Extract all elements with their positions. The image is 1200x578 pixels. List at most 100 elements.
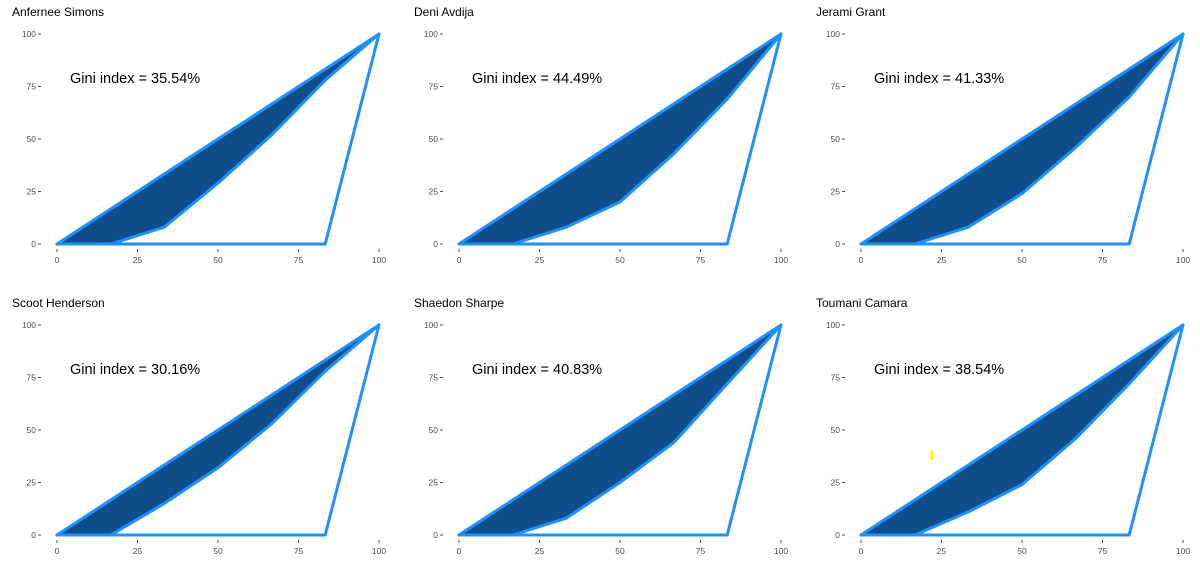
lorenz-panel: Jerami Grant 0 25 50 75 100 0 25 50 75 100 Gini ind…	[804, 0, 1200, 287]
y-tick-label: 75	[831, 373, 841, 383]
lorenz-chart: Scoot Henderson 0 25 50 75 100 0 25 50 75 100 Gini …	[12, 296, 386, 556]
x-tick-label: 25	[535, 255, 545, 265]
lorenz-chart: Shaedon Sharpe 0 25 50 75 100 0 25 50 75 100 Gini i…	[414, 296, 788, 556]
x-tick-label: 25	[133, 255, 143, 265]
chart-title: Jerami Grant	[816, 5, 886, 19]
y-tick-label: 50	[27, 134, 37, 144]
chart-title: Toumani Camara	[816, 296, 908, 310]
y-tick-label: 50	[429, 425, 439, 435]
equality-line	[55, 32, 381, 246]
x-tick-label: 25	[937, 546, 947, 556]
x-tick-label: 25	[133, 546, 143, 556]
equality-line	[55, 323, 381, 537]
y-tick-label: 0	[835, 239, 840, 249]
lorenz-panel: Scoot Henderson 0 25 50 75 100 0 25 50 75 100 Gini …	[0, 291, 400, 578]
perfect-inequality-line	[55, 323, 381, 537]
lorenz-curve-line	[55, 32, 381, 246]
lorenz-curve-line	[859, 323, 1185, 537]
y-tick-label: 100	[424, 320, 438, 330]
y-tick-label: 75	[27, 82, 37, 92]
y-tick-label: 25	[831, 478, 841, 488]
x-tick-label: 0	[55, 546, 60, 556]
x-tick-label: 100	[774, 546, 788, 556]
x-tick-label: 75	[1098, 255, 1108, 265]
perfect-inequality-line	[457, 323, 783, 537]
lorenz-curve-line	[55, 323, 381, 537]
y-tick-label: 25	[27, 187, 37, 197]
x-tick-label: 100	[1176, 255, 1190, 265]
x-tick-label: 75	[696, 546, 706, 556]
lorenz-panel: Anfernee Simons 0 25 50 75 100 0 25 50 75 100 Gini …	[0, 0, 400, 287]
x-tick-label: 50	[213, 255, 223, 265]
x-tick-label: 100	[774, 255, 788, 265]
y-tick-label: 50	[831, 425, 841, 435]
chart-title: Anfernee Simons	[12, 5, 104, 19]
y-tick-label: 0	[31, 530, 36, 540]
gini-annotation: Gini index = 40.83%	[472, 362, 602, 378]
lorenz-panel: Shaedon Sharpe 0 25 50 75 100 0 25 50 75 100 Gini i…	[402, 291, 802, 578]
x-tick-label: 0	[859, 255, 864, 265]
gini-annotation: Gini index = 35.54%	[70, 71, 200, 87]
y-tick-label: 0	[433, 239, 438, 249]
y-tick-label: 25	[831, 187, 841, 197]
y-tick-label: 0	[433, 530, 438, 540]
x-tick-label: 50	[1017, 255, 1027, 265]
chart-title: Scoot Henderson	[12, 296, 105, 310]
y-tick-label: 25	[429, 478, 439, 488]
y-tick-label: 75	[831, 82, 841, 92]
x-tick-label: 75	[1098, 546, 1108, 556]
lorenz-curve-line	[457, 323, 783, 537]
marker-point	[930, 450, 934, 461]
y-tick-label: 100	[22, 29, 36, 39]
gini-annotation: Gini index = 38.54%	[874, 362, 1004, 378]
y-tick-label: 50	[429, 134, 439, 144]
equality-line	[457, 32, 783, 246]
y-tick-label: 100	[424, 29, 438, 39]
equality-line	[859, 323, 1185, 537]
y-tick-label: 100	[826, 320, 840, 330]
lorenz-curve-line	[457, 32, 783, 246]
equality-line	[859, 32, 1185, 246]
perfect-inequality-line	[859, 32, 1185, 246]
y-tick-label: 100	[826, 29, 840, 39]
perfect-inequality-line	[457, 32, 783, 246]
lorenz-curve-line	[859, 32, 1185, 246]
x-tick-label: 25	[937, 255, 947, 265]
gini-annotation: Gini index = 30.16%	[70, 362, 200, 378]
x-tick-label: 25	[535, 546, 545, 556]
x-tick-label: 100	[1176, 546, 1190, 556]
x-tick-label: 0	[457, 546, 462, 556]
lorenz-chart: Jerami Grant 0 25 50 75 100 0 25 50 75 100 Gini ind…	[816, 5, 1190, 265]
x-tick-label: 75	[696, 255, 706, 265]
perfect-inequality-line	[55, 32, 381, 246]
x-tick-label: 0	[55, 255, 60, 265]
chart-title: Shaedon Sharpe	[414, 296, 504, 310]
lorenz-chart: Deni Avdija 0 25 50 75 100 0 25 50 75 100 Gini inde…	[414, 5, 788, 265]
y-tick-label: 75	[429, 373, 439, 383]
x-tick-label: 100	[372, 546, 386, 556]
x-tick-label: 50	[213, 546, 223, 556]
y-tick-label: 25	[429, 187, 439, 197]
y-tick-label: 50	[831, 134, 841, 144]
lorenz-chart: Toumani Camara 0 25 50 75 100 0 25 50 75 100 Gini i…	[816, 296, 1190, 556]
perfect-inequality-line	[859, 323, 1185, 537]
gini-annotation: Gini index = 44.49%	[472, 71, 602, 87]
x-tick-label: 75	[294, 546, 304, 556]
x-tick-label: 50	[615, 255, 625, 265]
lorenz-panel: Deni Avdija 0 25 50 75 100 0 25 50 75 100 Gini inde…	[402, 0, 802, 287]
equality-line	[457, 323, 783, 537]
y-tick-label: 75	[27, 373, 37, 383]
lorenz-panel: Toumani Camara 0 25 50 75 100 0 25 50 75 100 Gini i…	[804, 291, 1200, 578]
y-tick-label: 75	[429, 82, 439, 92]
y-tick-label: 25	[27, 478, 37, 488]
chart-title: Deni Avdija	[414, 5, 474, 19]
x-tick-label: 100	[372, 255, 386, 265]
lorenz-chart: Anfernee Simons 0 25 50 75 100 0 25 50 75 100 Gini …	[12, 5, 386, 265]
y-tick-label: 50	[27, 425, 37, 435]
x-tick-label: 0	[457, 255, 462, 265]
y-tick-label: 0	[835, 530, 840, 540]
x-tick-label: 0	[859, 546, 864, 556]
y-tick-label: 100	[22, 320, 36, 330]
x-tick-label: 75	[294, 255, 304, 265]
x-tick-label: 50	[615, 546, 625, 556]
